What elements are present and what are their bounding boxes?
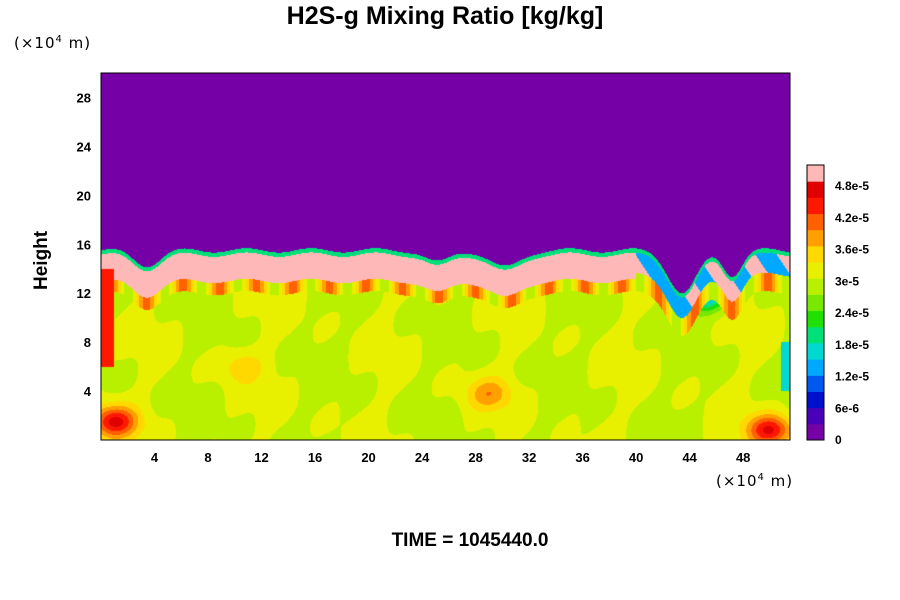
x-tick-label: 28 [468, 450, 482, 465]
colorbar-tick-label: 6e-6 [835, 401, 859, 415]
colorbar-tick-label: 4.2e-5 [835, 211, 869, 225]
x-tick-label: 48 [736, 450, 750, 465]
colorbar-tick-label: 2.4e-5 [835, 306, 869, 320]
colorbar-swatch [807, 310, 824, 328]
y-tick-label: 24 [77, 139, 92, 154]
colorbar-swatch [807, 294, 824, 312]
colorbar-tick-label: 4.8e-5 [835, 179, 869, 193]
x-tick-label: 8 [204, 450, 211, 465]
y-axis-unit: (×104 m) [14, 34, 91, 52]
colorbar-swatch [807, 213, 824, 231]
chart-title: H2S-g Mixing Ratio [kg/kg] [286, 2, 604, 30]
colorbar-swatch [807, 181, 824, 198]
plot-frame [100, 72, 791, 441]
colorbar-swatch [807, 165, 824, 182]
y-tick-label: 28 [77, 90, 91, 105]
x-tick-label: 4 [151, 450, 159, 465]
time-label: TIME = 1045440.0 [391, 530, 549, 551]
colorbar-swatch [807, 359, 824, 376]
x-unit-prefix: (×10 [716, 472, 758, 490]
x-tick-label: 12 [254, 450, 268, 465]
colorbar-tick-label: 1.2e-5 [835, 370, 869, 384]
colorbar-swatch [807, 342, 824, 360]
y-tick-label: 12 [77, 286, 91, 301]
colorbar-swatch [807, 407, 824, 425]
colorbar-swatch [807, 262, 824, 279]
y-unit-exponent: 4 [55, 34, 63, 45]
x-tick-label: 16 [308, 450, 322, 465]
x-axis-unit: (×104 m) [716, 472, 793, 490]
colorbar: 0 6e-6 1.2e-5 1.8e-5 2.4e-5 3e-5 3.6e-5 4.2e-5 4… [806, 164, 869, 447]
y-unit-suffix: m) [62, 34, 92, 52]
colorbar-frame [806, 164, 825, 441]
x-tick-label: 32 [522, 450, 536, 465]
y-tick-group: 4 8 12 16 20 24 28 [77, 90, 92, 399]
x-tick-label: 24 [415, 450, 430, 465]
colorbar-swatch [807, 229, 824, 247]
y-tick-label: 8 [84, 335, 91, 350]
y-tick-label: 20 [77, 188, 91, 203]
y-tick-label: 16 [77, 237, 91, 252]
colorbar-swatch [807, 326, 824, 344]
colorbar-swatch [807, 245, 824, 263]
heatmap-image [101, 73, 790, 440]
colorbar-swatch [807, 197, 824, 215]
x-tick-label: 40 [629, 450, 643, 465]
colorbar-swatch [807, 375, 824, 392]
colorbar-tick-label: 0 [835, 433, 842, 447]
y-unit-prefix: (×10 [14, 34, 56, 52]
colorbar-tick-label: 1.8e-5 [835, 338, 869, 352]
y-tick-label: 4 [84, 384, 92, 399]
x-tick-label: 20 [361, 450, 375, 465]
colorbar-tick-label: 3e-5 [835, 274, 859, 288]
colorbar-swatch [807, 423, 824, 441]
x-tick-label: 36 [575, 450, 589, 465]
colorbar-swatch [807, 391, 824, 409]
x-tick-label: 44 [682, 450, 697, 465]
colorbar-tick-label: 3.6e-5 [835, 243, 869, 257]
x-unit-exponent: 4 [757, 472, 765, 483]
x-unit-suffix: m) [764, 472, 794, 490]
x-tick-group: 4 8 12 16 20 24 28 32 36 40 44 48 [151, 450, 751, 465]
colorbar-swatch [807, 278, 824, 295]
